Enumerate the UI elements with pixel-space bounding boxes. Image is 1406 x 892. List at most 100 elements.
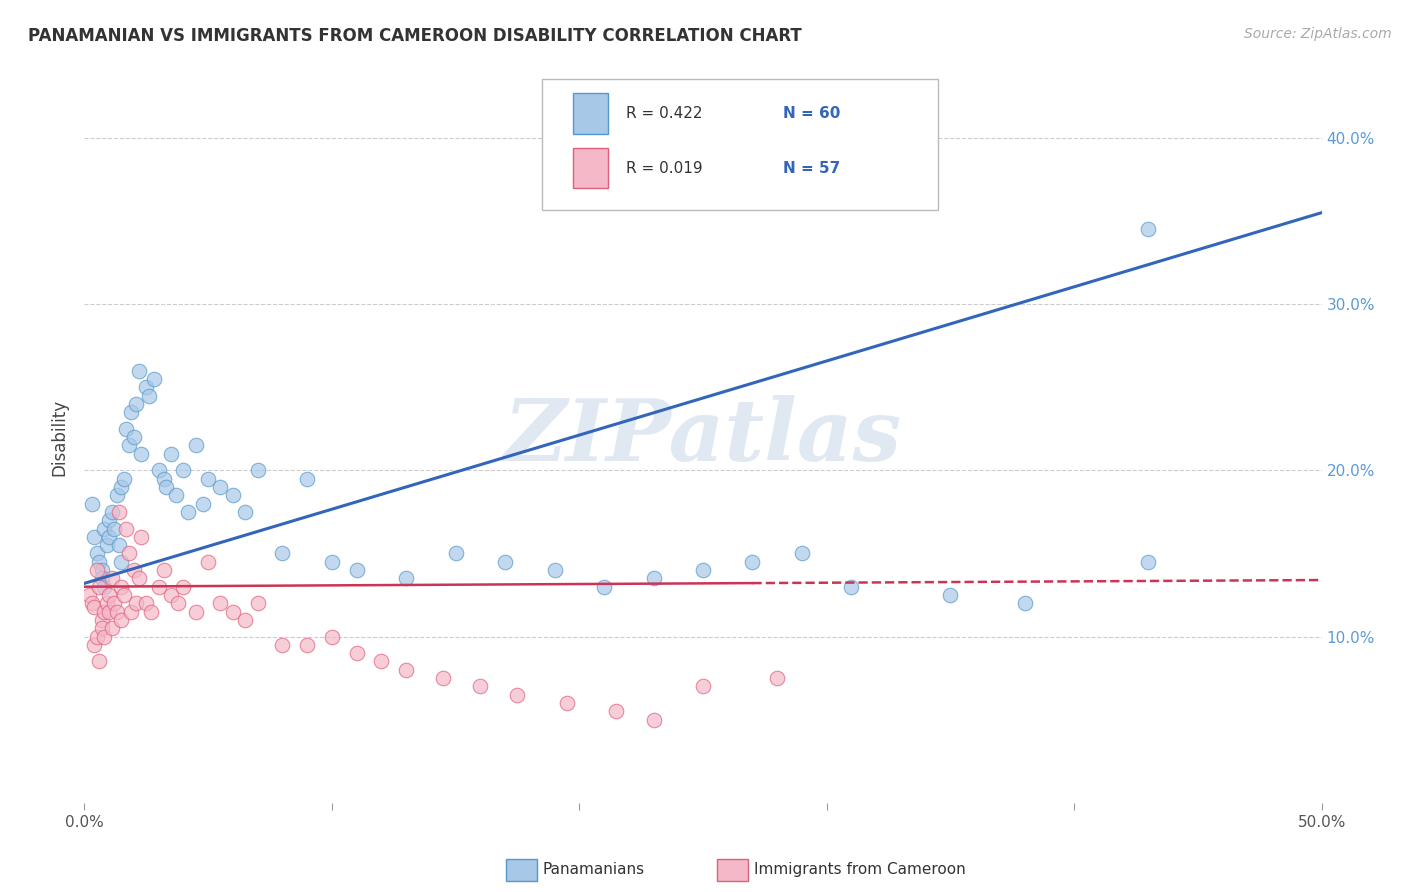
Point (108, 538, 131, 552)
Point (120, 405, 142, 419)
Point (135, 380, 157, 394)
Point (93, 630, 115, 644)
Point (209, 596, 232, 610)
Point (93, 580, 115, 594)
Point (172, 580, 194, 594)
Point (271, 638, 294, 652)
Point (115, 521, 138, 535)
Point (444, 546, 467, 560)
Point (83, 638, 105, 652)
Point (197, 555, 219, 569)
Text: N = 57: N = 57 (783, 161, 841, 176)
Point (98, 588, 121, 602)
Point (96, 538, 118, 552)
Point (122, 563, 145, 577)
Point (593, 580, 616, 594)
Text: R = 0.422: R = 0.422 (626, 106, 703, 121)
Point (233, 613, 256, 627)
Point (1014, 596, 1036, 610)
Point (105, 605, 128, 619)
Y-axis label: Disability: Disability (51, 399, 69, 475)
Point (86, 546, 108, 560)
Point (115, 422, 138, 436)
Text: Immigrants from Cameroon: Immigrants from Cameroon (754, 863, 966, 877)
Point (129, 447, 152, 461)
Point (543, 563, 565, 577)
Point (395, 663, 418, 677)
Point (506, 688, 529, 702)
Point (1137, 555, 1160, 569)
Point (321, 630, 343, 644)
Point (80, 596, 103, 610)
Point (184, 605, 207, 619)
Point (321, 555, 343, 569)
Point (103, 596, 125, 610)
Point (692, 563, 714, 577)
Point (90, 563, 112, 577)
Point (135, 596, 157, 610)
Point (125, 397, 148, 411)
Point (110, 480, 132, 494)
Point (692, 680, 714, 694)
Point (118, 438, 141, 452)
Point (160, 447, 183, 461)
Point (346, 563, 368, 577)
Point (222, 605, 245, 619)
Text: N = 60: N = 60 (783, 106, 841, 121)
Point (138, 388, 160, 402)
Point (233, 505, 256, 519)
Point (643, 571, 665, 585)
Point (100, 505, 122, 519)
Point (128, 363, 150, 377)
Point (494, 555, 516, 569)
Point (128, 571, 150, 585)
Point (96, 596, 118, 610)
Point (90, 613, 112, 627)
Text: R = 0.019: R = 0.019 (626, 161, 703, 176)
Point (89, 580, 111, 594)
Text: PANAMANIAN VS IMMIGRANTS FROM CAMEROON DISABILITY CORRELATION CHART: PANAMANIAN VS IMMIGRANTS FROM CAMEROON D… (28, 27, 801, 45)
Point (191, 497, 214, 511)
Point (142, 372, 165, 386)
Point (83, 599, 105, 614)
Point (165, 488, 187, 502)
Point (129, 530, 152, 544)
Point (346, 646, 368, 660)
Point (172, 463, 194, 477)
Point (118, 546, 141, 560)
Point (370, 655, 392, 669)
Point (83, 530, 105, 544)
Point (86, 630, 108, 644)
Point (98, 530, 121, 544)
Point (152, 563, 174, 577)
Point (555, 696, 578, 710)
Point (766, 671, 789, 685)
Point (605, 705, 627, 719)
Point (86, 563, 108, 577)
Point (152, 472, 174, 486)
Point (643, 713, 665, 727)
Text: Panamanians: Panamanians (543, 863, 645, 877)
FancyBboxPatch shape (574, 148, 607, 188)
Point (98, 605, 121, 619)
Point (246, 596, 269, 610)
Point (295, 638, 318, 652)
Point (177, 505, 200, 519)
Point (295, 472, 318, 486)
FancyBboxPatch shape (574, 94, 607, 134)
Point (110, 613, 132, 627)
Point (1137, 222, 1160, 236)
Point (939, 588, 962, 602)
Point (80, 497, 103, 511)
Point (112, 588, 135, 602)
Point (90, 571, 112, 585)
Point (155, 480, 177, 494)
Point (246, 463, 269, 477)
Point (100, 571, 122, 585)
FancyBboxPatch shape (543, 78, 938, 211)
Point (93, 605, 115, 619)
Point (103, 521, 125, 535)
Point (110, 580, 132, 594)
Point (470, 680, 492, 694)
Text: Source: ZipAtlas.com: Source: ZipAtlas.com (1244, 27, 1392, 41)
